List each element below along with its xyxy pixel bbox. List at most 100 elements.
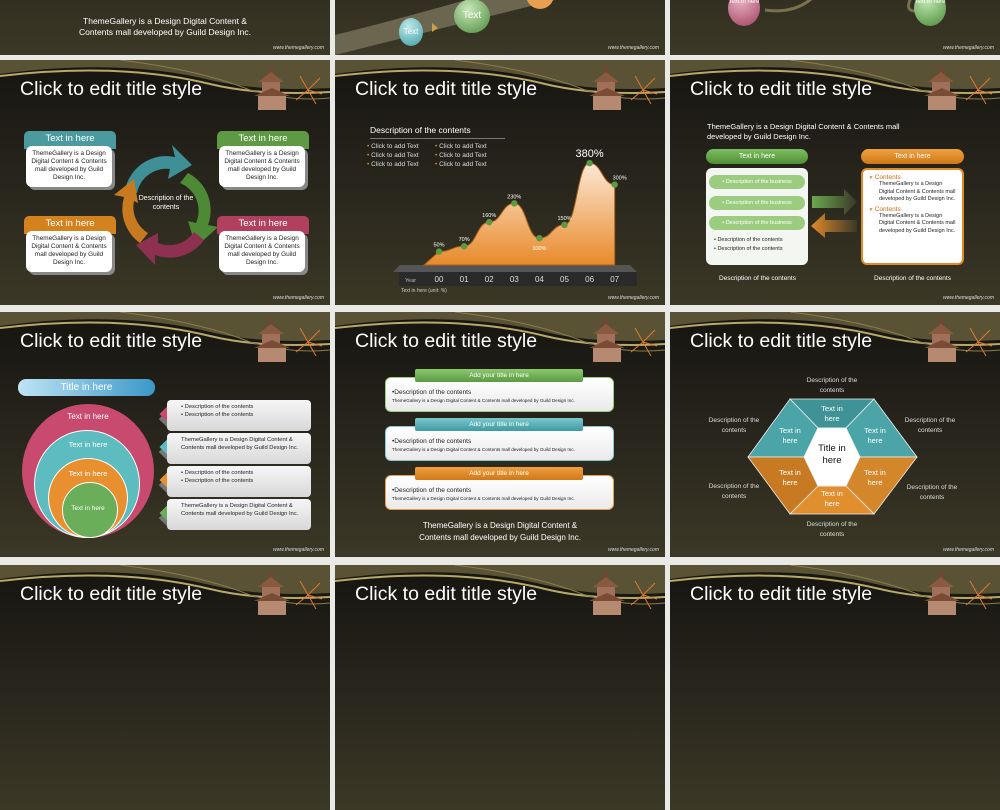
slide-thumbnail-12[interactable]: Click to edit title style: [670, 565, 1000, 810]
bottom-text: ThemeGallery is a Design Digital Content…: [375, 520, 625, 544]
data-point: [511, 200, 518, 207]
content-block: •Description of the contents ThemeGaller…: [385, 377, 614, 412]
bullet-item: • Click to add Text: [367, 152, 419, 159]
content-block: •Description of the contents ThemeGaller…: [385, 475, 614, 510]
x-tick-label: 04: [535, 275, 544, 284]
unit-note: Text in here (unit: %): [401, 288, 447, 294]
chart-base: [393, 265, 637, 272]
row-box: • Description of the contents • Descripti…: [167, 400, 311, 431]
block-body: ThemeGallery is a Design Digital Content…: [392, 447, 575, 452]
hex-label: Text in here: [864, 468, 886, 487]
bullet-item: • Description of the contents: [714, 246, 783, 252]
description-label: Description of the contents: [806, 377, 858, 394]
box-body: ThemeGallery is a Design Digital Content…: [219, 146, 305, 187]
pagoda-image: [254, 318, 290, 362]
business-item: • Description of the business: [709, 216, 805, 230]
firework-image: [965, 327, 993, 357]
bullet-item: • Click to add Text: [367, 161, 419, 168]
block-title: •Description of the contents: [392, 487, 472, 494]
hexagon-diagram: [747, 398, 918, 515]
block-header: Add your title in here: [415, 418, 583, 431]
firework-image: [295, 75, 323, 105]
banner-decoration: [335, 312, 665, 362]
slide-title: Click to edit title style: [20, 78, 203, 100]
bullet-item: • Click to add Text: [435, 143, 487, 150]
footer-url: www.themegallery.com: [607, 45, 659, 51]
slide-title: Click to edit title style: [690, 78, 873, 100]
sphere-orange: [526, 0, 554, 9]
circle-inner: [62, 482, 118, 538]
left-caption: Description of the contents: [719, 275, 796, 282]
x-tick-label: 07: [610, 275, 619, 284]
slide-title: Click to edit title style: [690, 330, 873, 352]
row-box: ThemeGallery is a Design Digital Content…: [167, 433, 311, 464]
x-tick-label: 02: [485, 275, 494, 284]
pagoda-image: [254, 66, 290, 110]
box-body: ThemeGallery is a Design Digital Content…: [219, 231, 305, 272]
arrow-left-icon: [811, 213, 857, 238]
slide-title: Click to edit title style: [355, 583, 538, 605]
hex-label: Text in here: [821, 489, 843, 508]
block-header: Add your title in here: [415, 369, 583, 382]
slide-thumbnail-2[interactable]: Text Text www.themegallery.com: [335, 0, 665, 55]
text-line: ThemeGallery is a Design Digital Content…: [83, 16, 247, 26]
exchange-arrows: [811, 189, 857, 238]
data-label: 100%: [532, 246, 546, 252]
circle-label: Text in here: [71, 505, 105, 512]
x-axis-title: Year: [405, 278, 416, 284]
description-label: Description of the contents: [708, 483, 760, 500]
hex-label: Text in here: [779, 426, 801, 445]
slide-thumbnail-7[interactable]: Click to edit title style Title in here …: [0, 312, 330, 557]
x-tick-label: 00: [435, 275, 444, 284]
footer-url: www.themegallery.com: [272, 547, 324, 553]
slide-thumbnail-9[interactable]: Click to edit title style Title in here …: [670, 312, 1000, 557]
box-body: ThemeGallery is a Design Digital Content…: [26, 231, 112, 272]
row-line: ThemeGallery is a Design Digital Content…: [181, 437, 299, 451]
slide-thumbnail-3[interactable]: Text in here Text in here www.themegalle…: [670, 0, 1000, 55]
slide-thumbnail-10[interactable]: Click to edit title style: [0, 565, 330, 810]
x-tick-label: 05: [560, 275, 569, 284]
pagoda-image: [589, 318, 625, 362]
slide-thumbnail-11[interactable]: Click to edit title style: [335, 565, 665, 810]
x-tick-label: 01: [460, 275, 469, 284]
slide-thumbnail-6[interactable]: Click to edit title style ThemeGallery i…: [670, 60, 1000, 305]
arrow-icon: [432, 23, 438, 32]
text-line: Contents mall developed by Guild Design …: [79, 27, 251, 37]
slide-thumbnail-8[interactable]: Click to edit title style •Description o…: [335, 312, 665, 557]
block-title: •Description of the contents: [392, 389, 472, 396]
banner-decoration: [0, 60, 330, 110]
firework-image: [630, 75, 658, 105]
data-point: [486, 218, 493, 226]
right-caption: Description of the contents: [874, 275, 951, 282]
data-label: 150%: [557, 216, 571, 222]
bullet-item: • Description of the contents: [714, 237, 783, 243]
pagoda-image: [589, 66, 625, 110]
row-line: • Description of the contents: [181, 477, 254, 484]
left-panel: • Description of the business • Descript…: [706, 168, 808, 265]
data-label: 300%: [613, 176, 627, 182]
bullet-item: • Click to add Text: [435, 161, 487, 168]
row-line: • Description of the contents: [181, 470, 254, 476]
slide-title: Click to edit title style: [20, 583, 203, 605]
slide-thumbnail-1[interactable]: ThemeGallery is a Design Digital Content…: [0, 0, 330, 55]
footer-url: www.themegallery.com: [942, 547, 994, 553]
bullet-item: • Click to add Text: [367, 143, 419, 150]
slide-thumbnail-5[interactable]: Click to edit title style Description of…: [335, 60, 665, 305]
left-header: Text in here: [706, 149, 808, 164]
hex-label: Text in here: [779, 468, 801, 487]
slide-title: Click to edit title style: [20, 330, 203, 352]
data-label: 70%: [459, 237, 470, 243]
row-box: ThemeGallery is a Design Digital Content…: [167, 499, 311, 530]
banner-decoration: [335, 60, 665, 110]
data-point: [460, 243, 468, 250]
sphere-text: Text: [454, 0, 490, 33]
slide-thumbnail-4[interactable]: Click to edit title style Description of…: [0, 60, 330, 305]
hex-label: Text in here: [864, 426, 886, 445]
row-line: ThemeGallery is a Design Digital Content…: [181, 503, 299, 517]
data-point: [536, 235, 543, 242]
x-axis-bar: [399, 272, 637, 286]
bullet-list: • Click to add Text • Click to add Text …: [367, 143, 507, 168]
contents-body: ThemeGallery is a Design Digital Content…: [879, 212, 956, 234]
sphere-text: Text: [399, 18, 423, 46]
data-label: 160%: [482, 213, 496, 219]
